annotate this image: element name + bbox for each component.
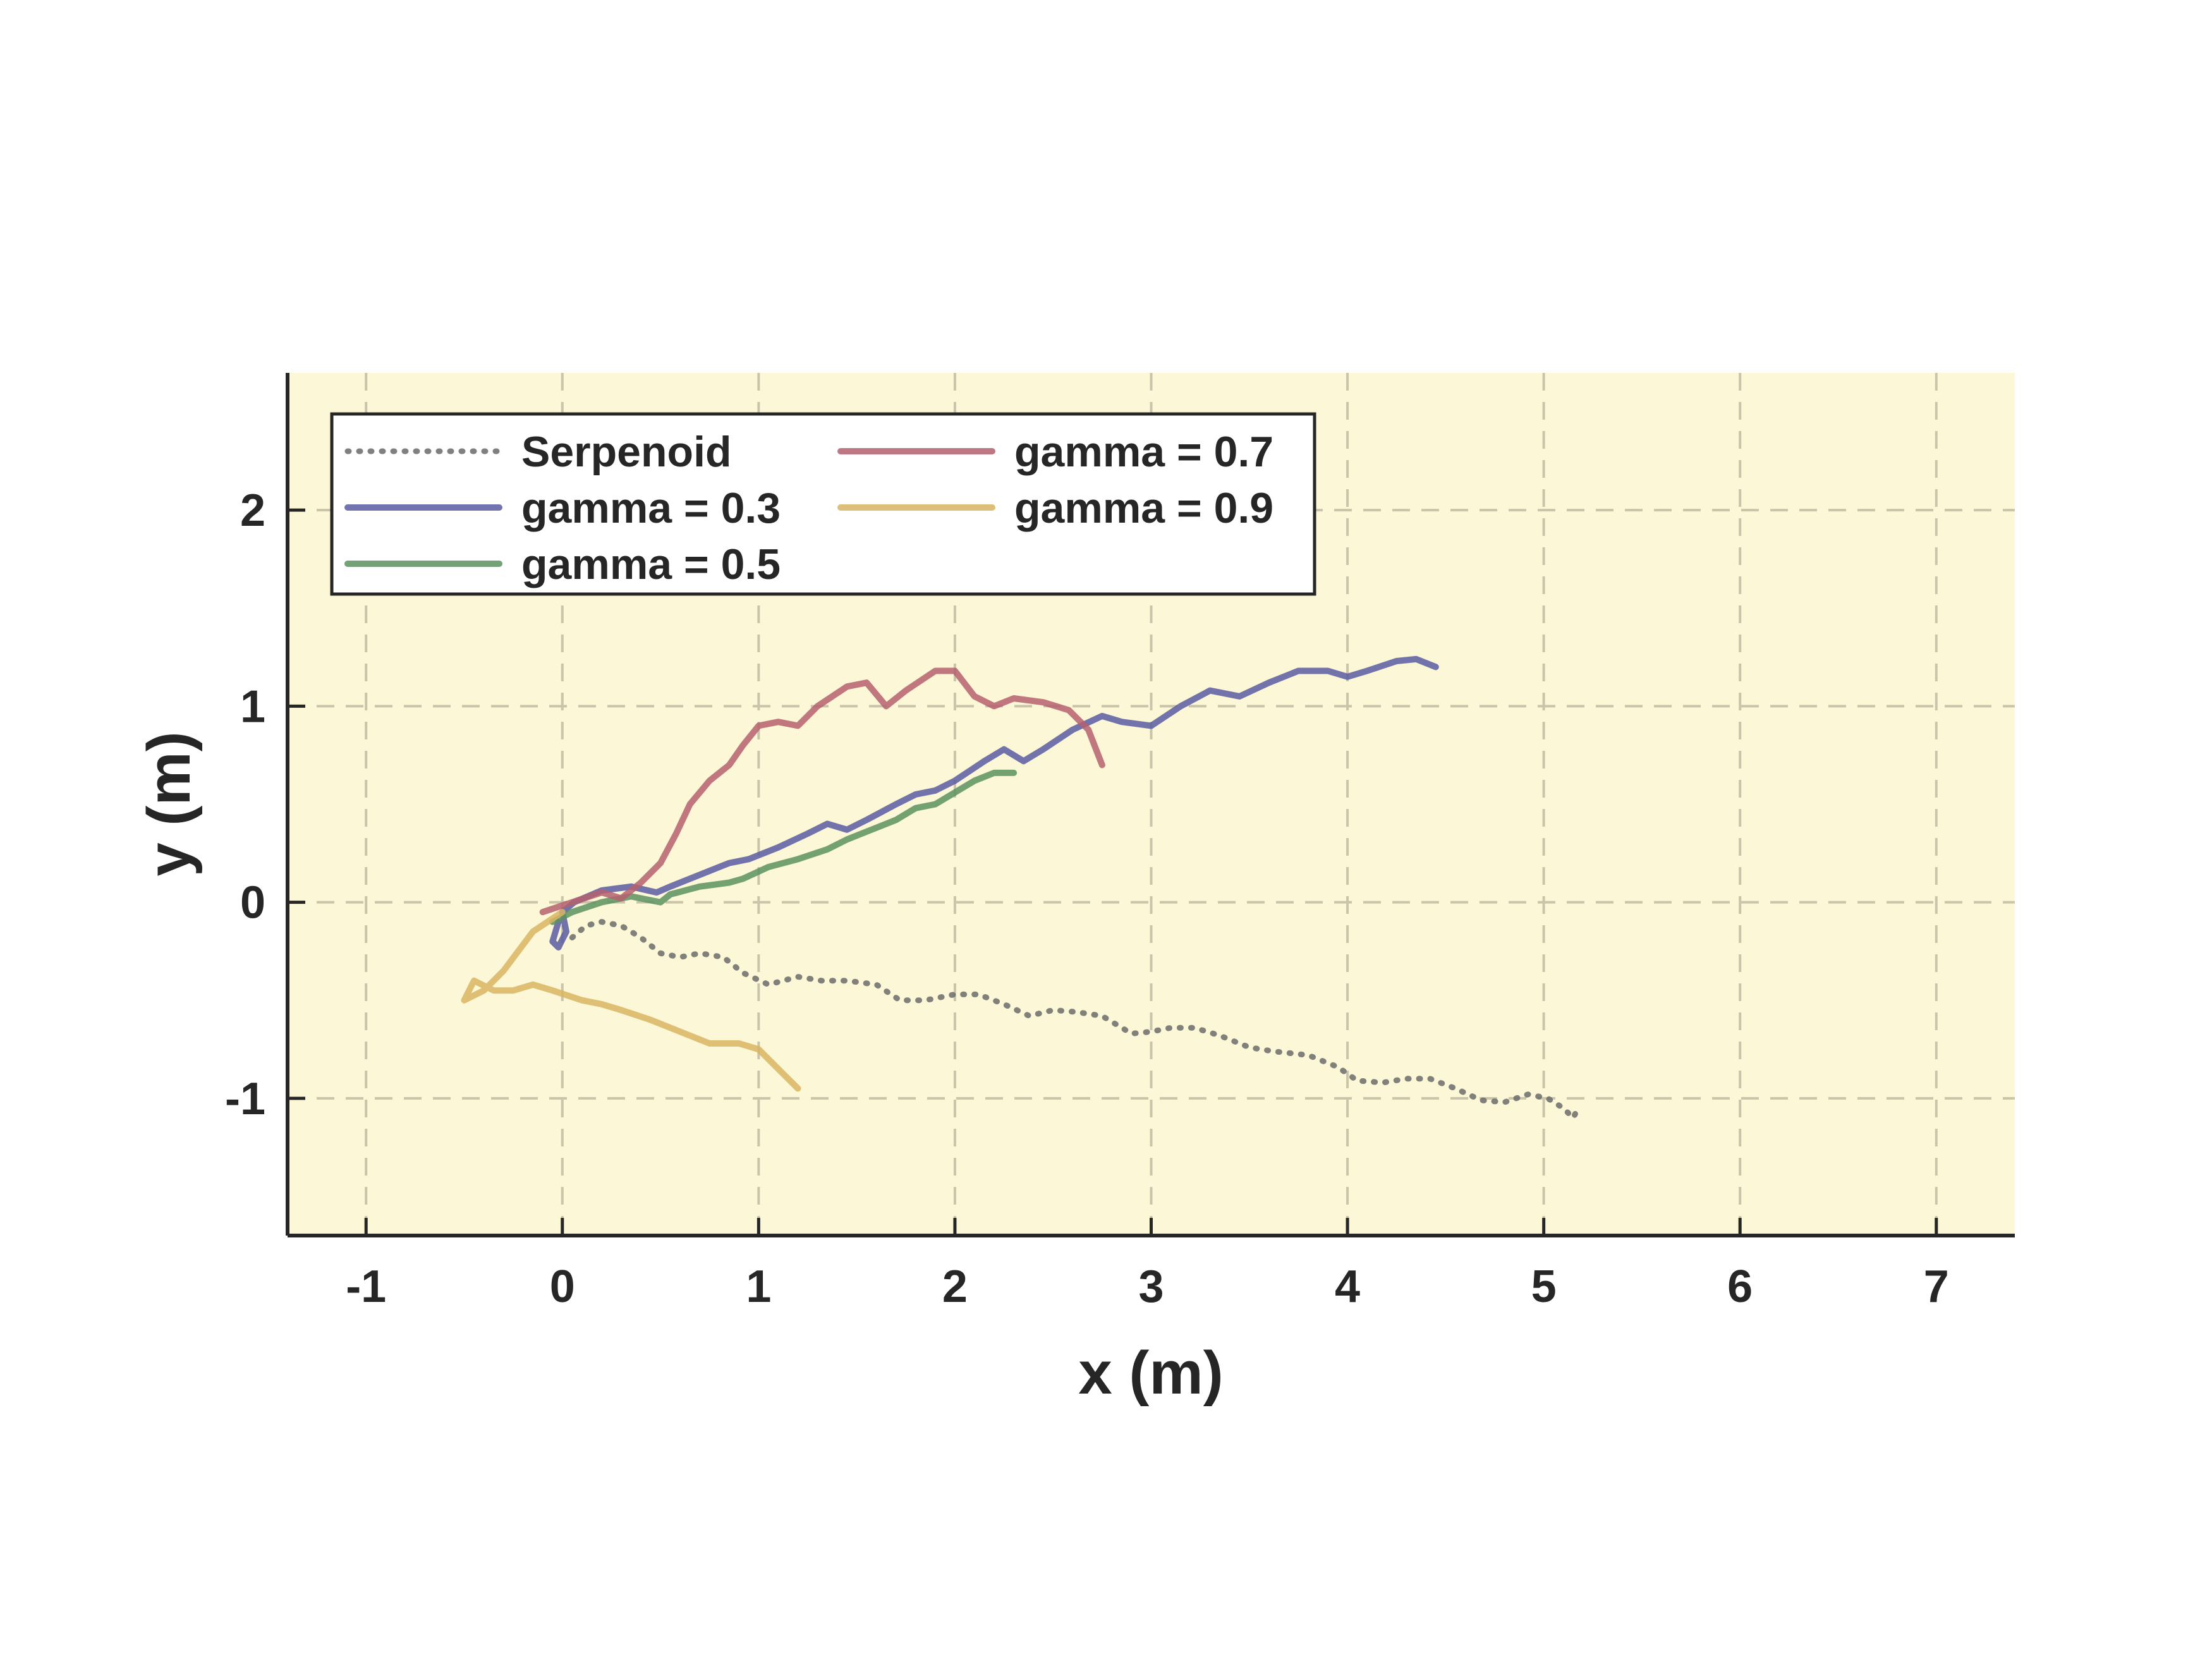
- legend-label: gamma = 0.3: [521, 484, 781, 532]
- x-tick-label: 5: [1531, 1261, 1557, 1312]
- x-tick-label: 6: [1727, 1261, 1753, 1312]
- series-line: [549, 769, 1018, 925]
- series-line: [539, 667, 1105, 916]
- legend-label: gamma = 0.5: [521, 540, 781, 588]
- x-axis-title: x (m): [1078, 1339, 1223, 1407]
- series-layer: [461, 655, 1580, 1121]
- x-tick-label: 7: [1924, 1261, 1949, 1312]
- x-tick-label: 2: [942, 1261, 968, 1312]
- tick-layer: -1 0 1 2 3 4 5 6 7 -1 0 1 2: [225, 485, 1949, 1312]
- x-tick-label: 1: [746, 1261, 771, 1312]
- y-tick-label: 2: [240, 485, 265, 536]
- legend: Serpenoid gamma = 0.3 gamma = 0.5 gamma = 0…: [330, 412, 1316, 596]
- y-tick-label: 0: [240, 878, 265, 928]
- grid-lines: [288, 373, 2015, 1236]
- series-line: [549, 655, 1439, 951]
- series-line: [569, 919, 1580, 1121]
- y-tick-label: 1: [240, 681, 265, 732]
- x-tick-label: 3: [1138, 1261, 1164, 1312]
- legend-label: gamma = 0.7: [1014, 428, 1273, 476]
- series-line: [461, 909, 801, 1092]
- legend-label: Serpenoid: [521, 428, 732, 476]
- x-tick-label: -1: [346, 1261, 386, 1312]
- y-tick-label: -1: [225, 1074, 265, 1124]
- x-tick-label: 0: [550, 1261, 575, 1312]
- legend-label: gamma = 0.9: [1014, 484, 1273, 532]
- x-tick-label: 4: [1335, 1261, 1360, 1312]
- y-axis-title: y (m): [135, 731, 203, 876]
